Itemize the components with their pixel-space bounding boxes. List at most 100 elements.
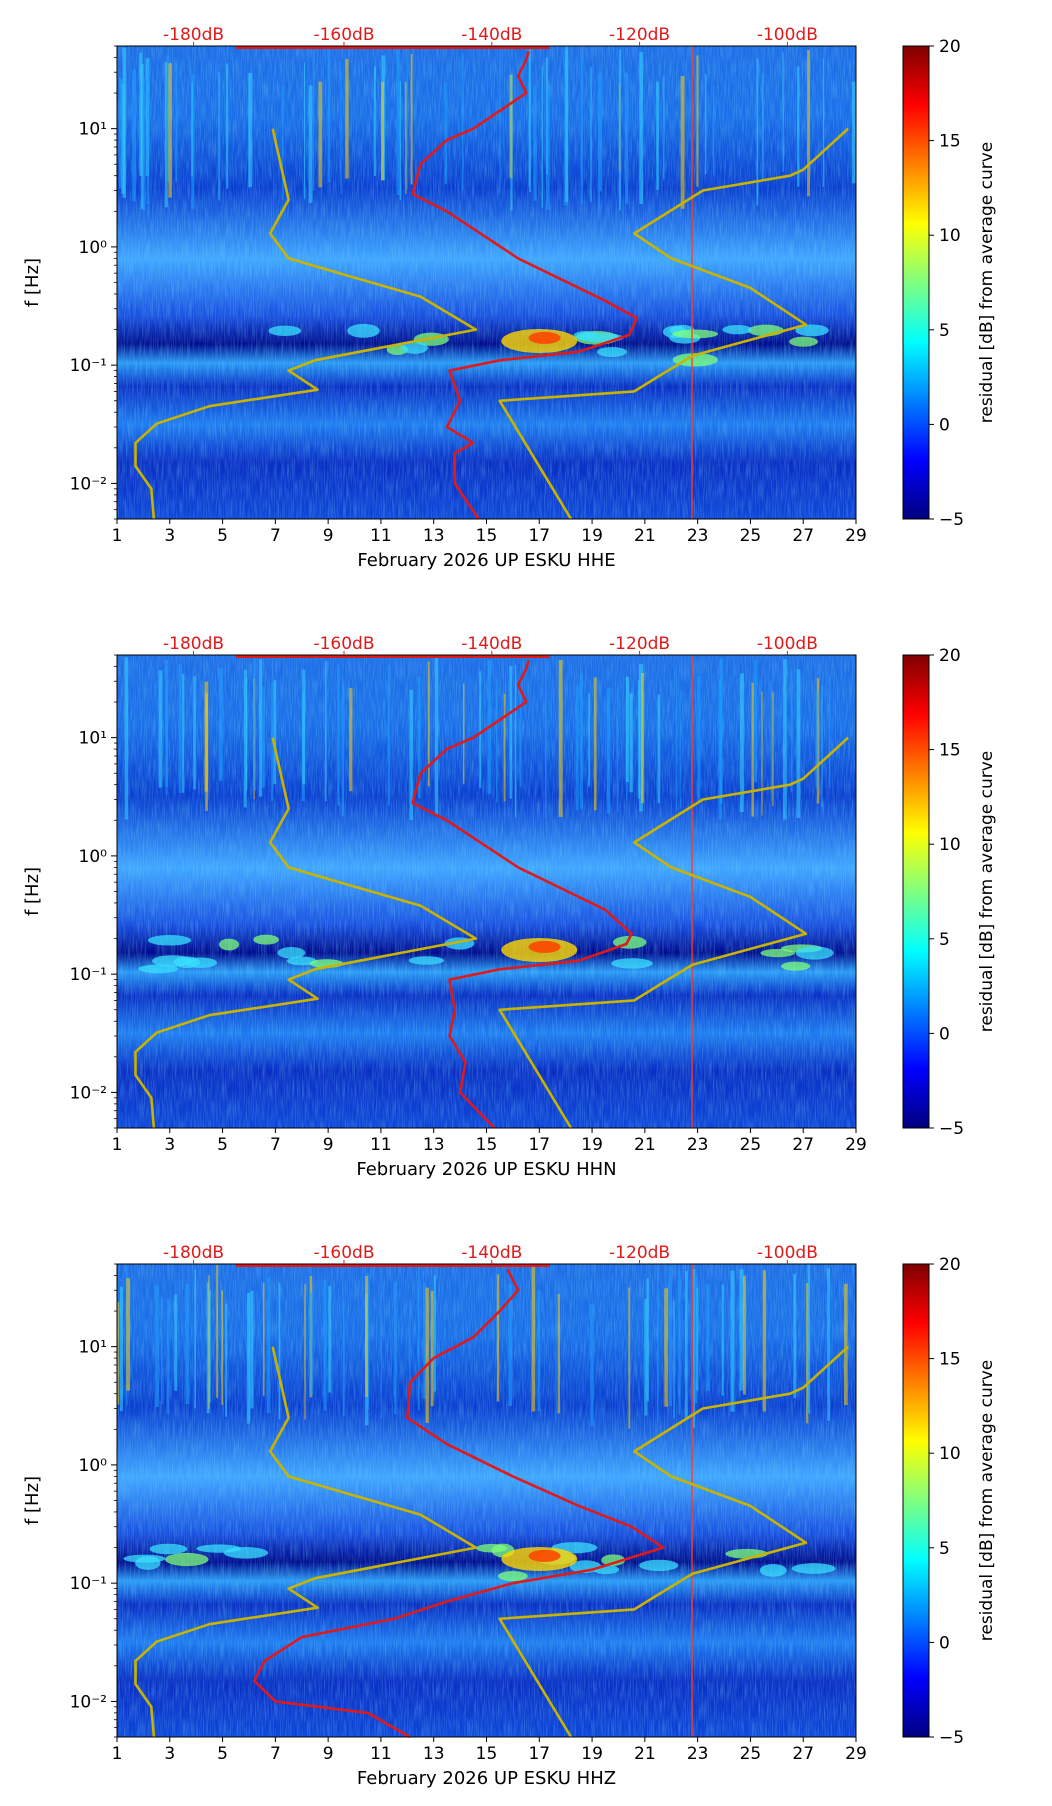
streak	[679, 690, 681, 809]
x-axis-label: February 2026 UP ESKU HHE	[357, 550, 615, 571]
streak	[399, 81, 402, 201]
streak	[638, 680, 640, 799]
colorbar-tick-label: 10	[939, 1444, 961, 1464]
microseism-blob	[601, 1554, 626, 1566]
streak	[324, 660, 327, 802]
streak	[340, 62, 342, 195]
streak	[696, 55, 699, 187]
y-tick-label: 10¹	[79, 1338, 107, 1358]
streak	[243, 669, 247, 808]
x-tick-label: 29	[845, 526, 867, 546]
streak	[304, 1284, 306, 1420]
microseism-blob	[789, 336, 818, 347]
streak	[417, 676, 421, 799]
colorbar-tick-label: 10	[939, 226, 961, 246]
colorbar	[902, 45, 930, 520]
streak	[579, 673, 583, 809]
streak	[719, 658, 723, 804]
x-tick-label: 5	[217, 1744, 228, 1764]
curve-median-red	[252, 1268, 665, 1739]
streak	[797, 66, 800, 187]
x-tick-label: 27	[792, 526, 814, 546]
streak	[266, 1276, 271, 1414]
top-db-tick-label: -100dB	[757, 1243, 818, 1263]
top-db-tick-label: -120dB	[609, 25, 670, 45]
streak	[503, 693, 506, 802]
microseism-blob	[639, 1559, 679, 1572]
streak	[126, 1278, 131, 1391]
x-tick-label: 25	[740, 1744, 762, 1764]
streak	[827, 1292, 830, 1392]
colorbar-tick-label: 0	[939, 415, 950, 435]
streak	[533, 84, 537, 201]
streak	[796, 669, 801, 818]
x-tick-label: 17	[528, 1135, 550, 1155]
streak	[366, 1273, 370, 1410]
streak	[434, 656, 439, 816]
streak	[762, 73, 764, 181]
y-tick-label: 10⁻²	[70, 474, 107, 494]
streak	[259, 659, 263, 797]
microseism-blob	[722, 325, 753, 335]
streak	[713, 84, 715, 176]
streak	[161, 1297, 163, 1405]
streak	[541, 66, 543, 208]
streak	[772, 692, 774, 807]
streak	[479, 671, 482, 789]
streak	[537, 1289, 541, 1412]
streak	[218, 668, 223, 781]
streak	[250, 1290, 254, 1409]
streak	[221, 1290, 224, 1405]
streak	[644, 1298, 648, 1416]
microseism-blob	[196, 1544, 242, 1553]
streak	[166, 1298, 170, 1415]
microseism-blob	[185, 957, 217, 968]
microseism-blob	[611, 958, 653, 969]
streak	[664, 1288, 669, 1407]
streak	[678, 1271, 681, 1415]
streak	[373, 66, 376, 177]
streak	[409, 689, 413, 820]
streak	[754, 660, 758, 783]
microseism-blob	[152, 955, 193, 967]
streak	[638, 664, 643, 812]
microseism-blob	[165, 1552, 209, 1567]
streak	[427, 661, 430, 787]
streak	[166, 54, 170, 182]
streak	[303, 62, 306, 200]
streak	[742, 1275, 746, 1395]
streak	[807, 1264, 811, 1414]
streak	[174, 1294, 178, 1391]
streak	[546, 84, 550, 210]
streak	[396, 50, 400, 196]
y-tick-label: 10¹	[79, 120, 107, 140]
streak	[531, 1264, 536, 1412]
streak	[342, 1300, 345, 1417]
storm-hotspot-core	[528, 940, 561, 953]
streak	[606, 687, 611, 814]
streak	[851, 81, 856, 184]
colorbar	[902, 654, 930, 1129]
x-tick-label: 3	[164, 526, 175, 546]
streak	[580, 56, 584, 204]
curve-percentile-yellow	[134, 128, 478, 520]
streak	[822, 58, 825, 187]
colorbar-tick-label: 10	[939, 835, 961, 855]
top-db-tick-label: -100dB	[757, 25, 818, 45]
streak	[555, 1294, 557, 1422]
y-tick-label: 10⁻¹	[70, 1574, 107, 1594]
top-db-tick-label: -160dB	[313, 634, 374, 654]
top-db-tick-label: -120dB	[609, 634, 670, 654]
colorbar-tick-label: 0	[939, 1633, 950, 1653]
x-tick-label: 23	[687, 1135, 709, 1155]
microseism-blob	[401, 341, 429, 354]
microseism-blob	[476, 1543, 508, 1553]
streak	[444, 82, 448, 185]
microseism-blob	[135, 1556, 161, 1570]
streak	[676, 664, 678, 811]
curve-percentile-yellow	[498, 127, 849, 520]
x-tick-label: 21	[634, 1744, 656, 1764]
x-tick-label: 13	[423, 526, 445, 546]
spectral-line-day23	[691, 655, 694, 1128]
microseism-blob	[795, 324, 829, 337]
